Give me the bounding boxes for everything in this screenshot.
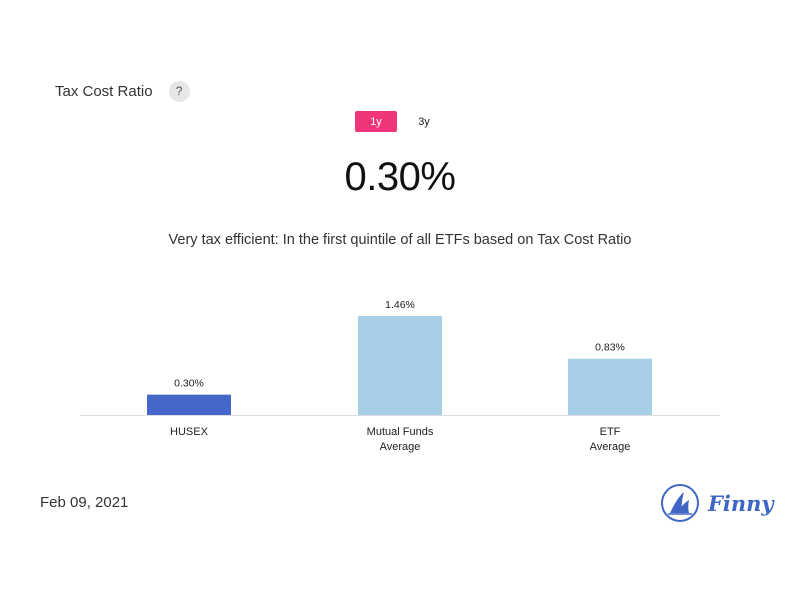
bar-chart: 0.30% HUSEX 1.46% Mutual Funds Average 0.83% E… — [80, 299, 720, 453]
bar-0 — [147, 394, 231, 415]
as-of-date: Feb 09, 2021 — [40, 494, 129, 511]
bar-1 — [358, 316, 442, 415]
bar-value-label-0: 0.30% — [174, 378, 204, 390]
chart-header: Tax Cost Ratio ? — [55, 80, 190, 102]
category-label-1-0: Mutual Funds — [367, 426, 434, 438]
category-label-0-0: HUSEX — [170, 426, 209, 438]
tab-3y[interactable]: 3y — [418, 115, 430, 128]
bar-value-label-1: 1.46% — [385, 299, 415, 311]
bar-value-label-2: 0.83% — [595, 342, 625, 354]
category-label-2-1: Average — [590, 441, 631, 453]
bar-2 — [568, 358, 652, 415]
category-label-2-0: ETF — [600, 426, 621, 438]
chart-title: Tax Cost Ratio — [55, 82, 153, 100]
period-tabs: 1y 3y — [0, 111, 800, 132]
category-label-1-1: Average — [380, 441, 421, 453]
brand-name: Finny — [708, 490, 774, 516]
brand-logo: Finny — [660, 483, 774, 523]
tab-1y[interactable]: 1y — [355, 111, 397, 132]
help-button[interactable]: ? — [168, 80, 190, 102]
finny-logo-icon — [661, 484, 699, 522]
efficiency-description: Very tax efficient: In the first quintil… — [168, 232, 632, 248]
tax-cost-ratio-value: 0.30% — [344, 155, 456, 199]
